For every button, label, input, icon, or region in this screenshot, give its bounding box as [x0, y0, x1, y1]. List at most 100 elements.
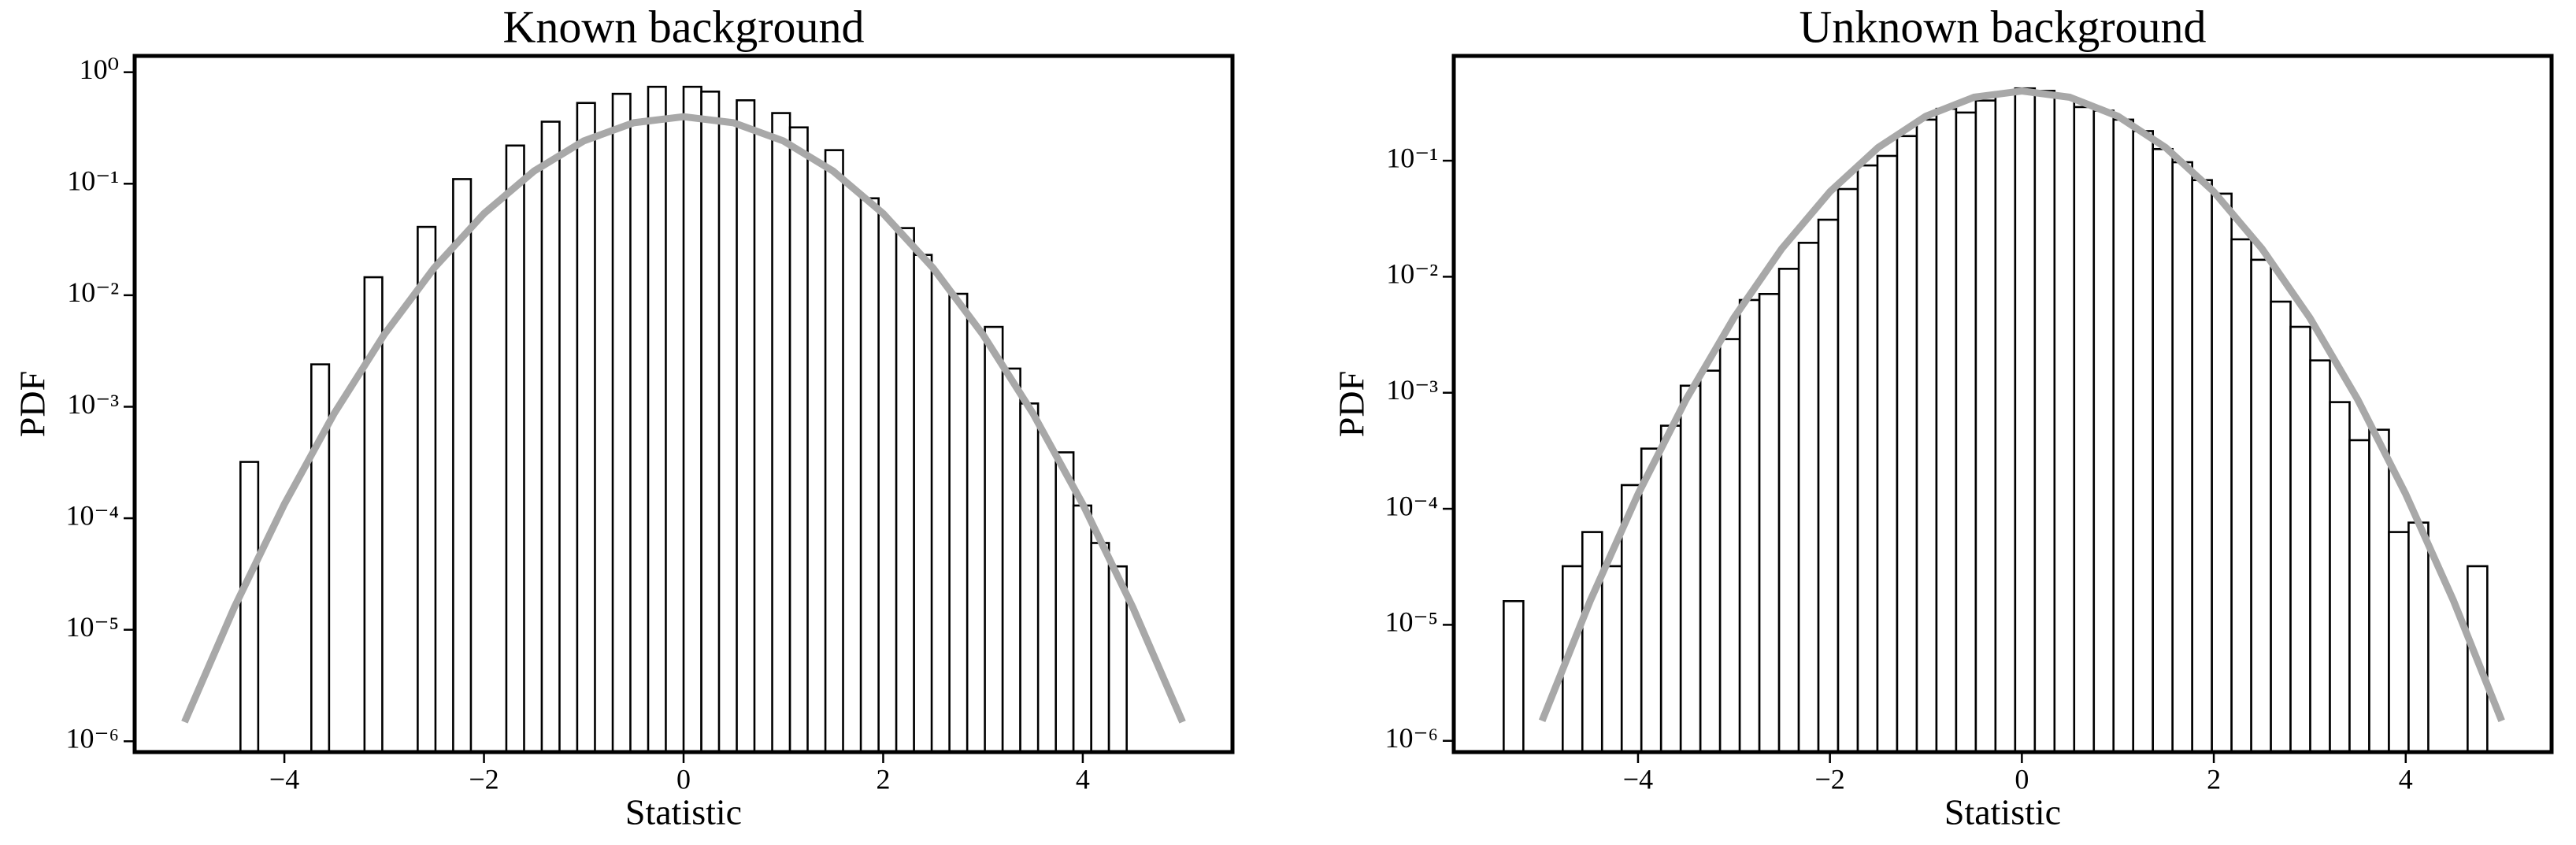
histogram-bar: [2112, 118, 2135, 754]
histogram-bar: [1640, 447, 1662, 754]
y-axis-label: PDF: [13, 371, 53, 437]
x-tick-label: 0: [676, 763, 691, 795]
histogram-bar: [2132, 130, 2155, 754]
subplot: −4 −2 0 2 4 10⁻⁶ 10⁻⁵ 10⁻⁴ 10⁻³ 10⁻² 10⁻¹ 10⁰ Known …: [13, 1, 1235, 832]
histogram-bar: [1797, 242, 1820, 754]
chart-title: Known background: [502, 1, 864, 52]
histogram-bar: [2230, 238, 2252, 754]
histogram-bar: [611, 92, 632, 754]
y-tick-label: 10⁻¹: [67, 165, 119, 197]
x-tick-label: −2: [469, 763, 499, 795]
y-tick-label: 10⁻³: [1386, 374, 1438, 406]
y-tick-label: 10⁻⁵: [65, 611, 119, 643]
histogram-bar: [895, 227, 915, 754]
pdf-curve: [1538, 87, 2505, 723]
histogram-bar: [2092, 109, 2115, 754]
histogram-bar: [1915, 118, 1938, 754]
histogram-bar: [1876, 154, 1899, 754]
histogram-bar: [682, 85, 702, 754]
histogram-bar: [913, 254, 933, 754]
histogram-bar: [1090, 542, 1110, 754]
histogram-bar: [1777, 268, 1800, 754]
histogram-bar: [859, 197, 880, 754]
histogram-bar: [1856, 164, 1879, 754]
y-tick-label: 10⁻³: [67, 388, 119, 420]
histogram-bar: [2211, 192, 2233, 754]
axes-frame: [132, 54, 1235, 754]
histogram-bar: [2407, 521, 2430, 754]
y-tick-label: 10⁻⁴: [65, 499, 119, 531]
histogram-bar: [452, 178, 473, 754]
histogram-bar: [1837, 187, 1859, 754]
histogram-bar: [1679, 384, 1702, 754]
histogram-bar: [1994, 91, 2017, 754]
x-axis-label: Statistic: [625, 792, 742, 832]
y-tick-label: 10⁻⁴: [1384, 490, 1438, 521]
histogram-bar: [2388, 531, 2410, 754]
x-tick-label: −2: [1815, 763, 1845, 795]
x-tick-label: 4: [2399, 763, 2413, 795]
histogram-bar: [2033, 90, 2056, 754]
histogram-bar: [505, 144, 525, 754]
histogram-bar: [1019, 402, 1040, 754]
histogram-bar: [1001, 367, 1021, 754]
histogram-bar: [2171, 161, 2193, 754]
x-tick-label: 0: [2014, 763, 2029, 795]
histogram-bar: [771, 112, 791, 754]
chart-title: Unknown background: [1799, 1, 2206, 52]
x-tick-label: −4: [269, 763, 299, 795]
histogram-bar: [1600, 565, 1623, 754]
y-tick-label: 10⁻²: [67, 276, 119, 308]
histogram-bar: [824, 149, 844, 754]
histogram-bar: [2014, 87, 2037, 754]
histogram-bar: [647, 85, 667, 754]
x-tick-label: 2: [2207, 763, 2221, 795]
x-tick-label: −4: [1623, 763, 1653, 795]
histogram-bar: [1935, 107, 1958, 754]
x-tick-label: 2: [876, 763, 890, 795]
histogram-bar: [2053, 95, 2076, 754]
y-tick-label: 10⁻⁶: [1384, 722, 1438, 754]
histogram-bar: [540, 120, 561, 754]
histogram-bar: [1718, 338, 1741, 754]
histogram-bar: [984, 325, 1004, 754]
histogram-bar: [2289, 325, 2311, 754]
histogram-bar: [576, 102, 596, 754]
histogram-bar: [1503, 600, 1525, 754]
subplot: −4 −2 0 2 4 10⁻⁶ 10⁻⁵ 10⁻⁴ 10⁻³ 10⁻² 10⁻¹ Unknown b…: [1332, 1, 2554, 832]
x-tick-label: 4: [1076, 763, 1090, 795]
x-axis-label: Statistic: [1944, 792, 2061, 832]
histogram-bar: [2191, 179, 2213, 754]
histogram-bar: [700, 91, 721, 754]
histogram-bar: [2152, 147, 2174, 754]
histogram-bar: [1659, 424, 1682, 754]
histogram-bar: [1758, 293, 1781, 754]
pdf-curve: [181, 113, 1186, 724]
histogram-bar: [2250, 258, 2272, 754]
histogram-bar: [1581, 531, 1603, 754]
histogram-bar: [736, 99, 756, 754]
histogram-bar: [2368, 428, 2390, 754]
histogram-bar: [1699, 369, 1722, 754]
histogram-bar: [2348, 439, 2370, 754]
histogram-bar: [2309, 359, 2331, 754]
histogram-bar: [1738, 298, 1761, 754]
histogram-bar: [2329, 401, 2351, 754]
y-tick-label: 10⁰: [80, 54, 119, 85]
histogram-bar: [1072, 504, 1092, 754]
histogram-bar: [788, 126, 809, 754]
histogram-bar: [417, 225, 437, 754]
histogram-bar: [2270, 300, 2292, 754]
histogram-bar: [1817, 218, 1840, 754]
histogram-bar: [948, 292, 969, 754]
y-tick-label: 10⁻⁶: [65, 723, 119, 754]
histogram-bar: [1955, 111, 1977, 754]
histogram-bar: [1974, 99, 1997, 754]
y-tick-label: 10⁻¹: [1386, 142, 1438, 173]
histogram-bar: [1054, 451, 1075, 754]
histogram-bar: [239, 461, 260, 754]
axes-frame: [1451, 54, 2554, 754]
y-tick-label: 10⁻²: [1386, 258, 1438, 290]
